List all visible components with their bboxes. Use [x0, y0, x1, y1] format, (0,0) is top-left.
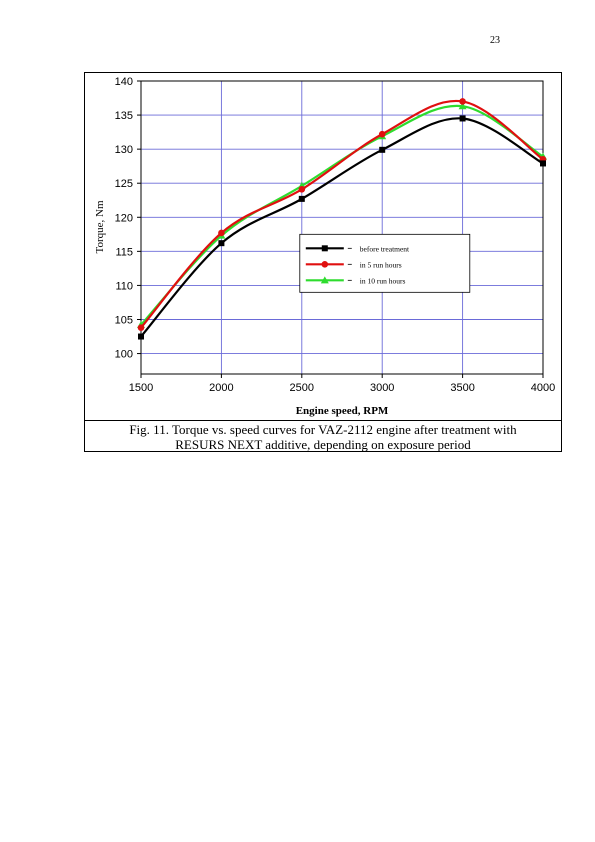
legend-marker [321, 245, 328, 252]
series-line-1 [140, 117, 544, 338]
x-tick-label: 1500 [129, 382, 153, 394]
legend-label: in 10 run hours [360, 276, 406, 285]
y-axis-label: Torque, Nm [94, 200, 106, 253]
series-line-2 [140, 99, 544, 329]
data-point [379, 146, 386, 153]
y-tick-label: 105 [115, 314, 133, 326]
plot-border [140, 80, 544, 375]
x-tick-label: 4000 [531, 382, 555, 394]
series-group [137, 98, 547, 340]
y-tick-label: 115 [115, 246, 133, 258]
torque-chart: 1500 2000 2500 3000 3500 4000 100 105 110 115 120 1… [94, 76, 556, 417]
legend-label: in 5 run hours [360, 260, 402, 269]
x-tick-label: 3000 [370, 382, 394, 394]
legend-marker [321, 261, 329, 268]
data-point [459, 115, 466, 122]
y-tick-label: 135 [115, 110, 133, 122]
data-point [218, 229, 225, 237]
y-tick-label: 130 [115, 144, 133, 156]
x-tick-label: 3500 [450, 382, 474, 394]
data-point [459, 98, 466, 105]
x-axis-label: Engine speed, RPM [296, 405, 389, 417]
data-point [540, 160, 546, 167]
legend-label: before treatment [360, 244, 410, 253]
plot-area [140, 80, 544, 375]
legend-marker [320, 276, 329, 284]
data-point [378, 130, 386, 138]
legend: before treatment in 5 run hours in 10 run … [299, 233, 471, 293]
axis-ticks: 1500 2000 2500 3000 3500 4000 100 105 110 115 120 1… [115, 76, 556, 394]
data-point [137, 324, 145, 331]
caption-line-1: Fig. 11. Torque vs. speed curves for VAZ… [129, 422, 517, 437]
x-tick-label: 2500 [290, 382, 314, 394]
data-point [298, 195, 305, 202]
page-number: 23 [490, 35, 500, 46]
data-point [458, 102, 467, 110]
data-point [138, 333, 144, 340]
series-line-3 [140, 104, 544, 326]
x-tick-label: 2000 [209, 382, 233, 394]
y-tick-label: 140 [115, 76, 133, 88]
figure-caption: Fig. 11. Torque vs. speed curves for VAZ… [85, 420, 561, 452]
data-point [298, 186, 306, 193]
y-tick-label: 110 [115, 280, 133, 292]
y-tick-label: 125 [115, 178, 133, 190]
y-tick-label: 100 [115, 349, 133, 361]
figure: 1500 2000 2500 3000 3500 4000 100 105 110 115 120 1… [84, 72, 562, 452]
y-tick-label: 120 [115, 212, 133, 224]
caption-line-2: RESURS NEXT additive, depending on expos… [175, 437, 471, 452]
data-point [218, 240, 225, 247]
